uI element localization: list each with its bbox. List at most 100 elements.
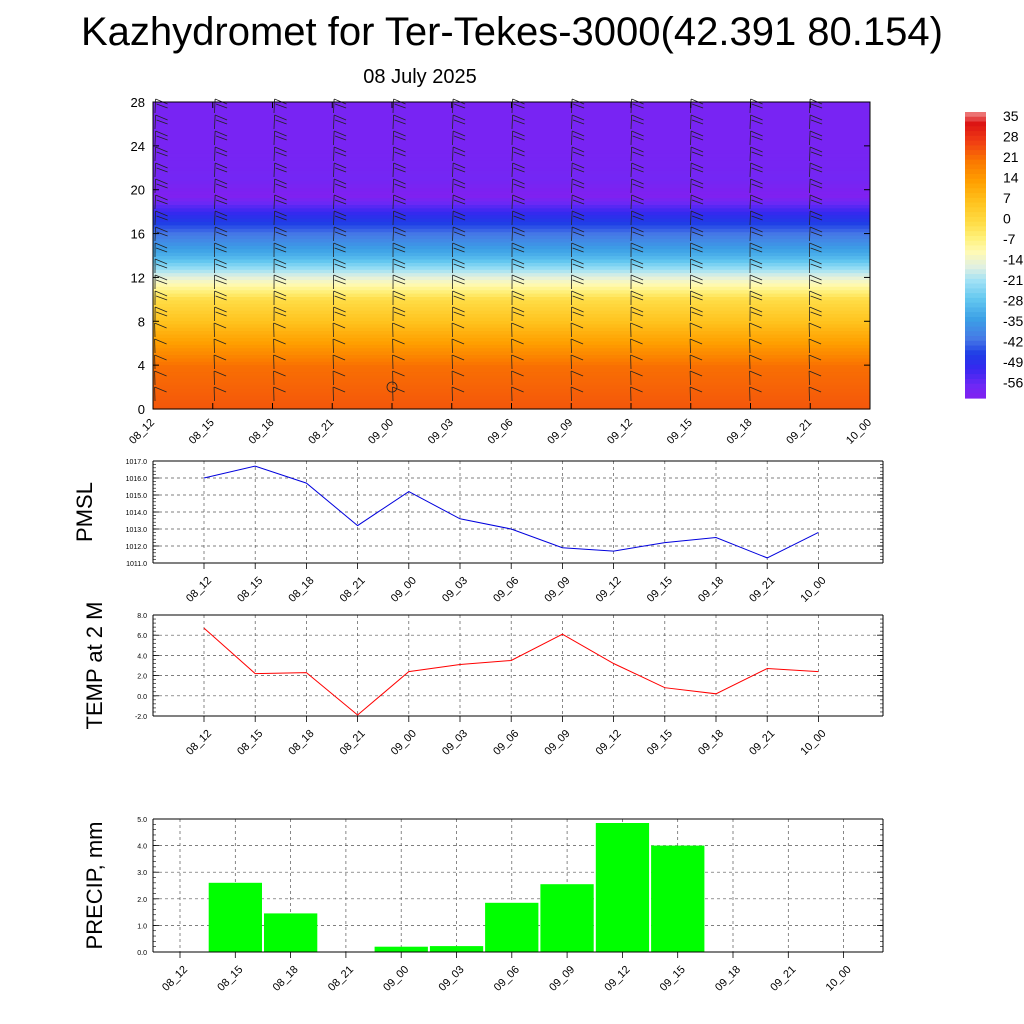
wind-barb-flag: [273, 338, 286, 345]
wind-barb-flag: [213, 386, 227, 393]
heatmap-band: [153, 265, 870, 270]
wind-barb-flag: [155, 279, 168, 285]
wind-barb-flag: [452, 114, 466, 121]
wind-barb-flag: [155, 114, 168, 121]
wind-barb-flag: [749, 354, 762, 361]
pressure-panel: 1011.0 1012.0 1013.0 1014.0 1015.0 1016.0 1017…: [72, 459, 884, 605]
wind-barb-flag: [570, 370, 584, 377]
wind-barb-flag: [750, 194, 763, 201]
wind-barb-staff: [154, 178, 156, 194]
heatmap-band: [153, 272, 870, 277]
colorbar-segment: [965, 235, 986, 242]
y-tick-label: 1013.0: [126, 527, 148, 534]
wind-barb-flag: [630, 274, 644, 281]
heatmap-band: [153, 200, 870, 205]
wind-barb-flag: [394, 119, 406, 125]
wind-barb-flag: [275, 215, 287, 221]
colorbar-segment: [965, 288, 986, 294]
wind-barb-staff: [511, 162, 513, 178]
wind-barb-staff: [809, 194, 811, 210]
colorbar-segment: [965, 388, 986, 394]
wind-barb-flag: [632, 199, 644, 205]
wind-barb-flag: [213, 370, 227, 377]
wind-barb-staff: [392, 162, 394, 178]
wind-barb-flag: [570, 322, 584, 329]
wind-barb-flag: [810, 311, 822, 317]
wind-barb-flag: [451, 338, 465, 345]
x-tick-label: 08_21: [338, 575, 368, 605]
wind-barb-staff: [630, 210, 632, 226]
wind-barb-flag: [810, 151, 823, 157]
colorbar-segment: [965, 359, 986, 366]
wind-barb-flag: [332, 338, 346, 345]
wind-barb-flag: [513, 215, 525, 221]
wind-barb-flag: [511, 370, 524, 377]
colorbar-segment: [965, 140, 986, 146]
wind-barb-flag: [691, 263, 703, 269]
colorbar-segment: [965, 321, 986, 328]
wind-barb-staff: [452, 194, 454, 210]
colorbar-segment: [965, 112, 986, 118]
wind-barb-staff: [273, 194, 275, 210]
heatmap-band: [153, 183, 870, 188]
x-tick-label: 08_18: [271, 964, 301, 994]
wind-barb-flag: [809, 274, 822, 281]
heatmap-band: [153, 235, 870, 240]
wind-barb-flag: [215, 151, 228, 157]
wind-barb-flag: [572, 279, 584, 285]
x-tick-label: 09_03: [426, 417, 456, 447]
wind-barb-flag: [630, 370, 643, 377]
colorbar-segment: [965, 278, 986, 285]
wind-barb-flag: [274, 130, 287, 137]
x-tick-label: 08_15: [235, 575, 265, 605]
x-tick-label: 10_00: [798, 728, 828, 758]
wind-barb-flag: [572, 103, 585, 109]
colorbar-label: -7: [1003, 231, 1016, 247]
x-tick-label: 09_18: [725, 417, 755, 447]
wind-barb-staff: [630, 146, 632, 162]
precip-bar: [651, 845, 705, 952]
wind-barb-flag: [155, 311, 168, 317]
wind-barb-flag: [452, 306, 465, 313]
wind-barb-flag: [214, 146, 228, 153]
wind-barb-staff: [214, 226, 216, 242]
x-tick-label: 09_03: [440, 728, 470, 758]
x-tick-label: 09_09: [542, 575, 572, 605]
y-tick-label: 1011.0: [126, 561, 147, 568]
wind-barb-staff: [154, 210, 156, 226]
wind-barb-staff: [392, 114, 394, 130]
wind-barb-flag: [215, 103, 228, 109]
wind-barb-flag: [691, 279, 703, 285]
wind-barb-flag: [275, 231, 287, 237]
wind-barb-flag: [512, 162, 525, 169]
wind-barb-flag: [809, 130, 823, 137]
wind-barb-flag: [215, 135, 228, 141]
colorbar-segment: [965, 250, 986, 256]
wind-barb-staff: [214, 178, 216, 194]
heatmap-band: [153, 136, 870, 141]
wind-barb-flag: [453, 215, 466, 221]
colorbar-segment: [965, 302, 986, 309]
wind-barb-flag: [690, 146, 704, 153]
wind-barb-flag: [334, 231, 347, 237]
wind-barb-staff: [749, 114, 751, 130]
wind-barb-flag: [749, 338, 762, 345]
y-tick-label: 4: [138, 358, 145, 373]
wind-barb-staff: [452, 98, 454, 114]
wind-barb-flag: [691, 151, 704, 157]
wind-barb-flag: [512, 226, 525, 233]
wind-barb-flag: [631, 295, 644, 301]
wind-barb-flag: [513, 231, 525, 237]
wind-barb-flag: [511, 322, 524, 329]
heatmap-band: [153, 289, 870, 294]
wind-barb-flag: [273, 370, 286, 377]
precip-bar: [374, 946, 428, 952]
wind-barb-flag: [513, 151, 525, 157]
wind-barb-flag: [156, 215, 168, 221]
wind-barb-flag: [451, 354, 465, 361]
y-axis-label: PMSL: [72, 482, 97, 542]
wind-barb-flag: [214, 258, 227, 265]
wind-barb-flag: [274, 194, 287, 201]
colorbar-segment: [965, 264, 986, 270]
wind-barb-flag: [511, 290, 525, 297]
